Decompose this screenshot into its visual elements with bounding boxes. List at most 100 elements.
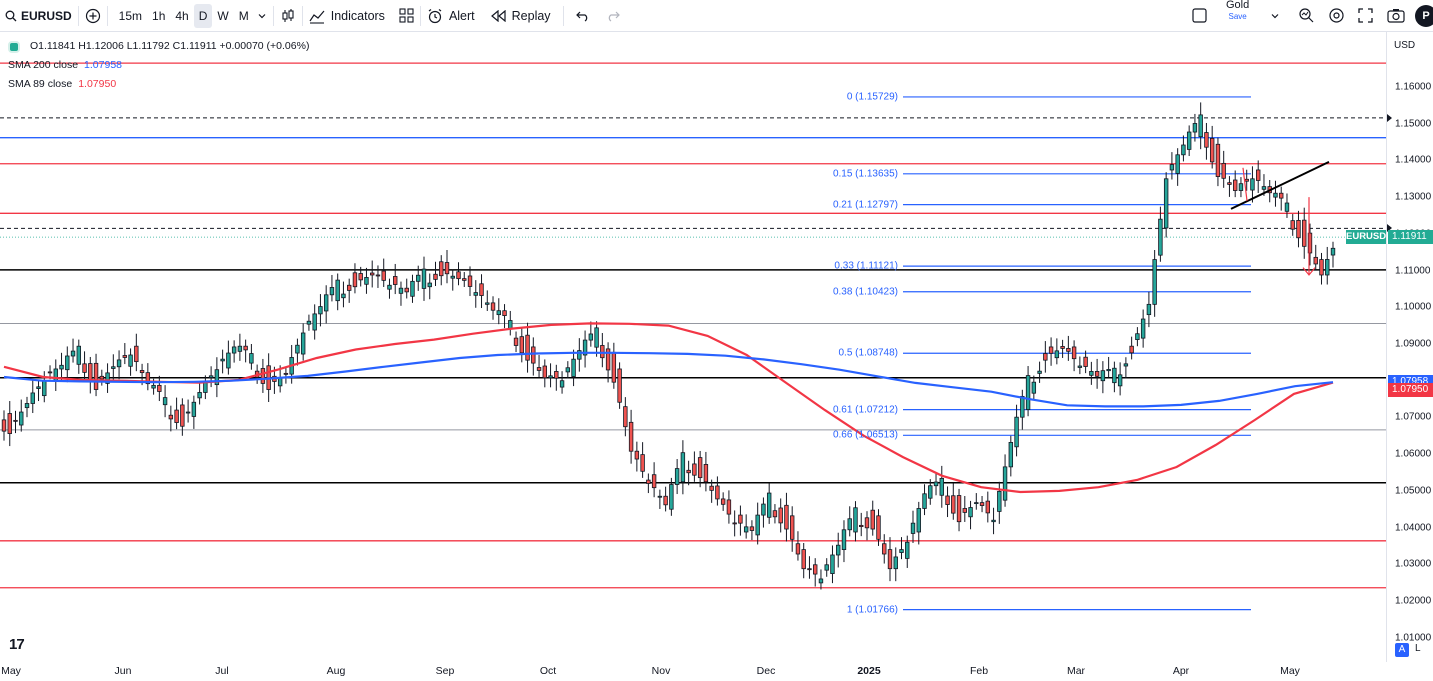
ohlc-values: O1.11841 H1.12006 L1.11792 C1.11911 +0.0… [30,40,310,52]
candle-body [755,514,760,536]
candle-body [531,346,536,364]
red-arrow-head [1302,267,1316,276]
candle-body [76,345,81,365]
indicators-button[interactable]: Indicators [309,0,385,31]
candle-body [830,554,835,574]
price-tick-label: 1.06000 [1395,448,1432,460]
alert-button[interactable]: Alert [427,0,475,31]
candle-body [490,302,496,311]
candle-body [13,419,18,422]
timeframe-4h[interactable]: 4h [175,8,189,23]
user-avatar[interactable]: P [1415,0,1433,31]
candle-body [1209,138,1215,163]
fib-level-label: 0 (1.15729) [846,91,898,103]
rewind-icon [490,9,506,22]
timeframe-15m[interactable]: 15m [118,8,143,23]
fullscreen-button[interactable] [1358,0,1373,31]
candle-body [1232,179,1238,191]
price-axis[interactable]: 1.160001.150001.140001.130001.120001.110… [1386,31,1433,662]
log-scale-button[interactable]: L [1415,643,1421,654]
price-tick-label: 1.01000 [1395,632,1432,644]
snapshot-button[interactable] [1387,0,1405,31]
candle-body [1296,219,1301,239]
price-chart[interactable] [0,31,1386,662]
candle-body [905,541,910,559]
candle-body [203,381,208,393]
candle-body [600,345,605,359]
undo-button[interactable] [575,0,590,31]
price-tick-label: 1.09000 [1395,338,1432,350]
sma89-legend[interactable]: SMA 89 close 1.07950 [8,75,309,94]
market-status-icon [8,40,20,53]
candle-body [335,279,340,302]
candle-body [180,404,185,427]
candle-body [24,403,30,409]
candle-body [956,495,962,523]
candle-body [945,495,950,505]
timeframe-1h[interactable]: 1h [152,8,166,23]
currency-label[interactable]: USD [1394,40,1416,51]
compare-symbol-button[interactable] [85,0,101,31]
candle-body [1284,202,1290,212]
candle-body [588,333,594,341]
candle-body [381,270,386,281]
candle-body [191,401,197,417]
timeframe-1m[interactable]: M [238,8,249,23]
sma200-legend[interactable]: SMA 200 close 1.07958 [8,56,309,75]
candle-body [277,377,283,387]
timeframe-1w[interactable]: W [217,8,229,23]
candle-body [1169,164,1175,171]
candle-body [450,275,455,279]
camera-icon [1387,8,1405,23]
replay-button[interactable]: Replay [490,0,551,31]
candle-body [669,484,674,510]
candle-body [1256,169,1261,181]
layout-dropdown[interactable] [1270,0,1280,31]
layout-name-button[interactable]: Gold Save [1226,0,1249,31]
auto-scale-button[interactable]: A [1395,643,1409,657]
candle-body [1319,259,1324,276]
candle-body [1117,374,1123,387]
candle-body [1204,132,1209,148]
grid-icon [399,8,414,23]
candle-body [726,499,732,515]
symbol-search[interactable]: EURUSD [5,0,72,31]
red-arrow [1242,167,1248,201]
sma89-price-tag: 1.07950 [1388,382,1433,397]
time-axis[interactable]: May Jun Jul Aug Sep Oct Nov Dec 2025 Feb Mar Apr May [0,662,1386,681]
candle-body [36,386,41,389]
divider [272,5,274,26]
tradingview-logo[interactable]: 17 [9,636,25,653]
candle-body [19,411,24,426]
timeframe-dropdown[interactable] [257,0,267,31]
candle-body [1175,154,1180,174]
redo-button[interactable] [606,0,620,31]
candle-body [565,367,571,373]
candle-body [1,419,7,432]
timeframe-1d[interactable]: D [193,3,213,28]
time-tick-label: Dec [756,665,776,677]
candle-body [1066,348,1071,352]
candle-body [427,282,432,288]
layout-checkbox[interactable] [1192,0,1207,31]
quick-search-button[interactable] [1298,0,1315,31]
candle-body [519,336,524,354]
indicators-icon [309,8,325,24]
candle-body [876,515,881,540]
chart-type-button[interactable] [280,0,296,31]
templates-button[interactable] [399,0,414,31]
candle-body [628,421,634,452]
alert-label: Alert [448,8,475,23]
candle-body [462,278,467,281]
settings-button[interactable] [1328,0,1345,31]
candle-body [766,492,772,518]
candle-body [485,302,490,305]
fib-level-label: 0.15 (1.13635) [832,168,898,180]
candle-body [1060,346,1065,349]
candle-body [421,268,427,289]
candle-body [939,477,944,496]
candle-body [329,287,335,296]
candle-body [674,468,680,485]
candle-body [410,280,415,297]
candle-body [1014,416,1019,448]
